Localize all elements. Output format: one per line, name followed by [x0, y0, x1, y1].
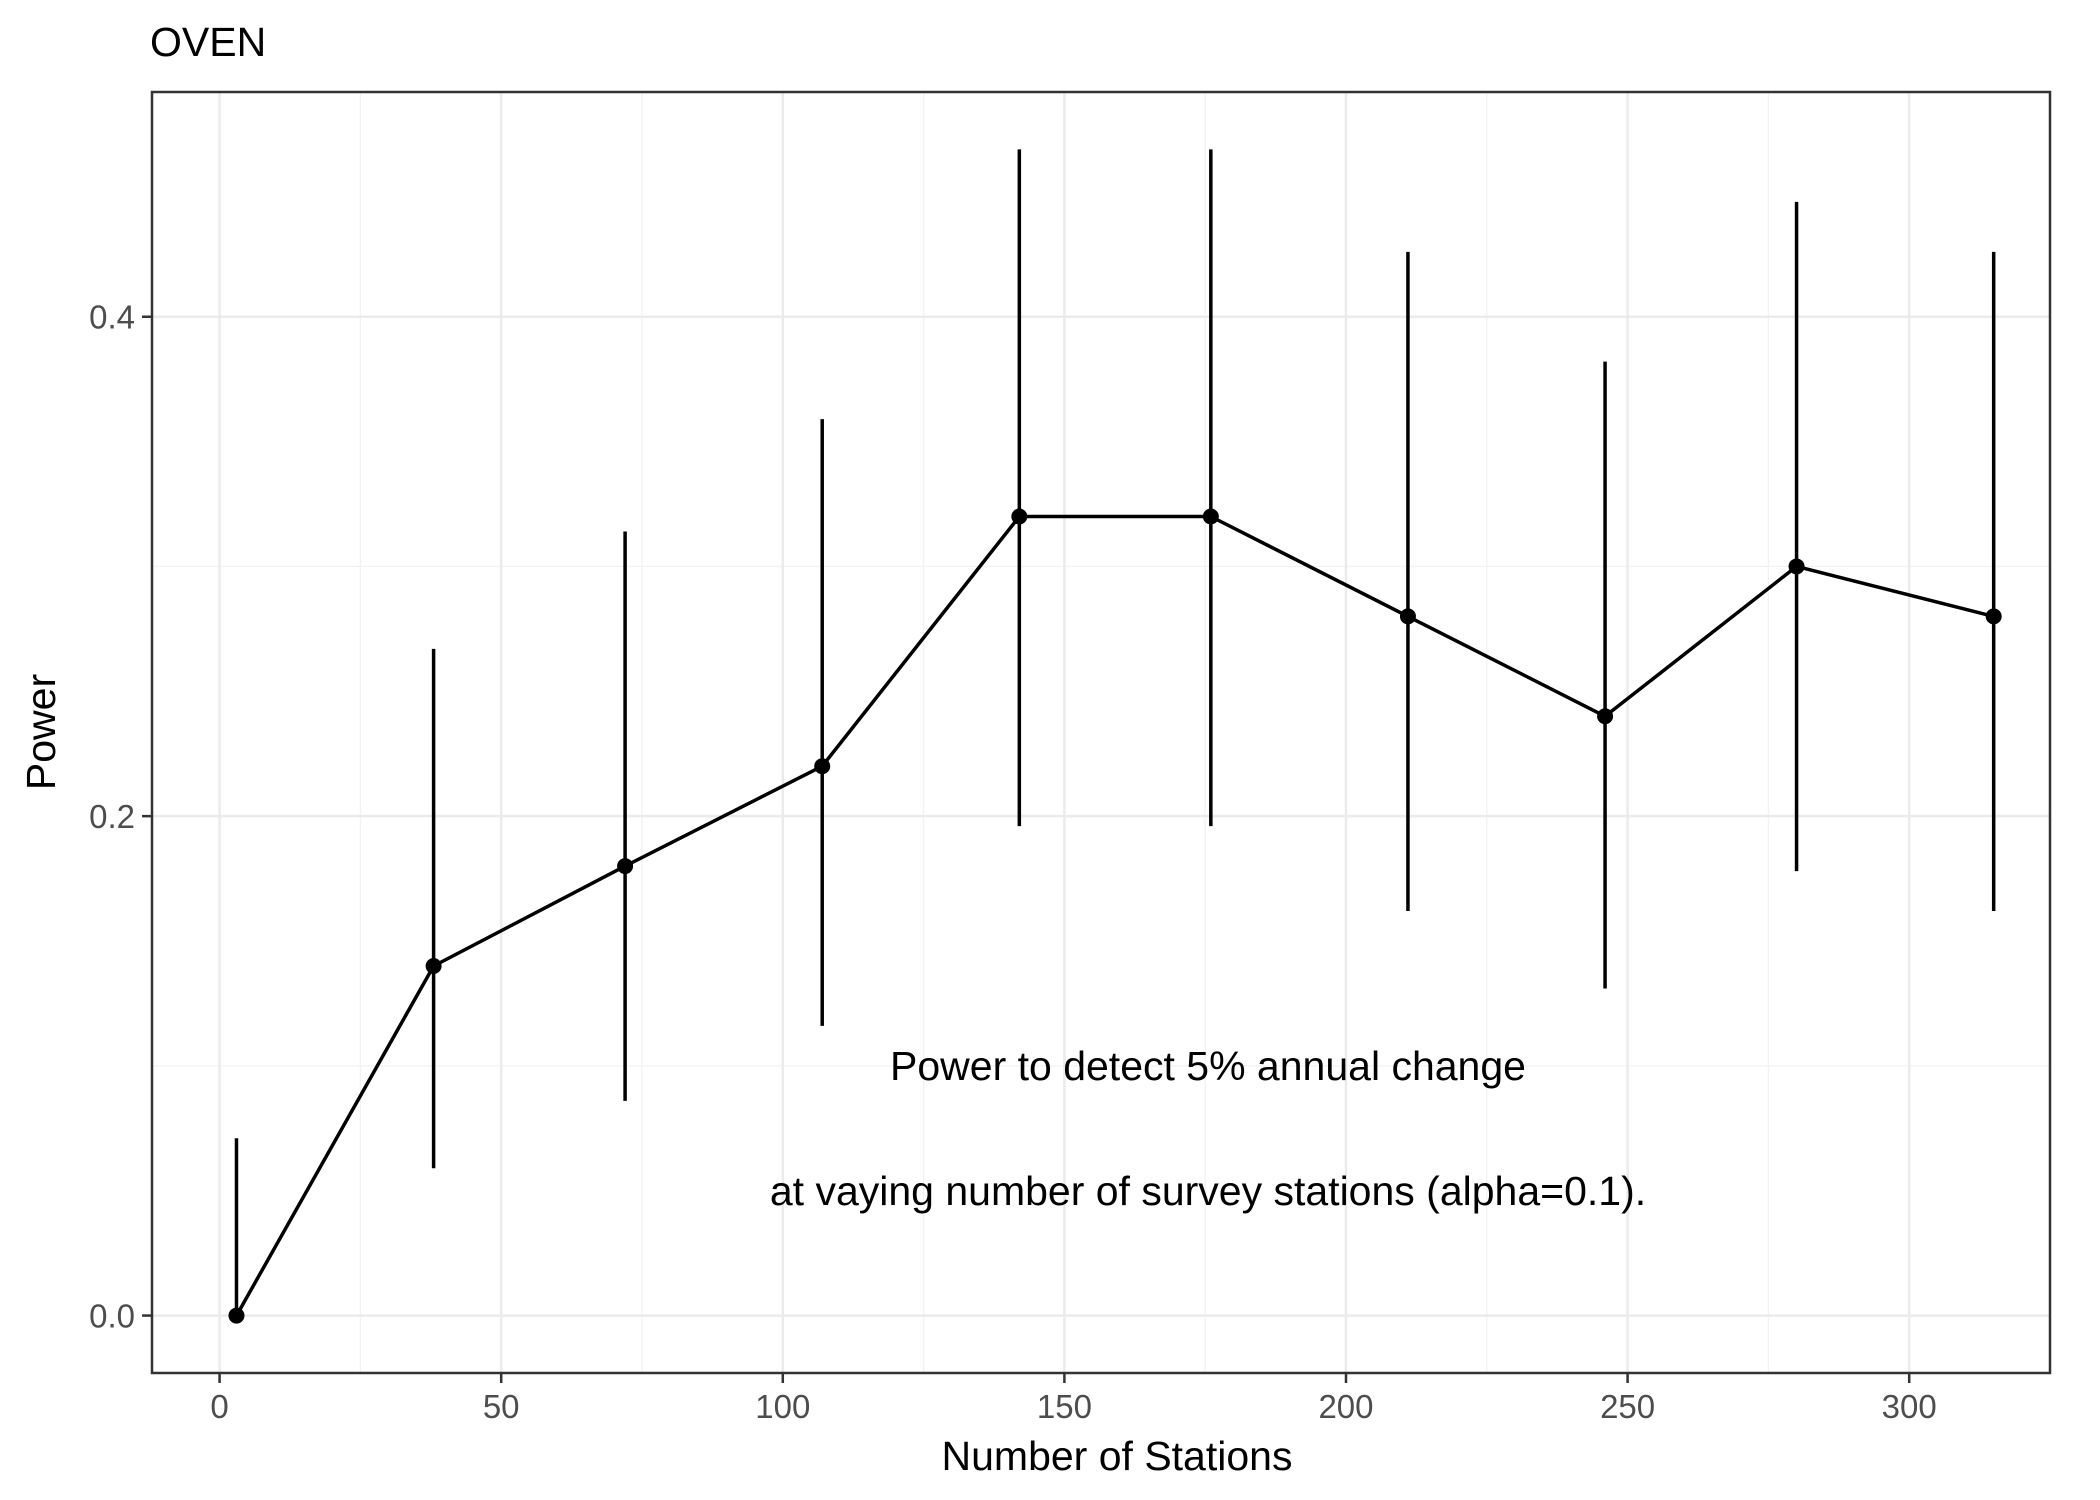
data-point	[1202, 508, 1219, 525]
x-tick-label: 0	[210, 1388, 228, 1425]
x-tick-label: 200	[1318, 1388, 1373, 1425]
major-grid	[152, 92, 2050, 1373]
y-tick-label: 0.4	[89, 299, 135, 336]
data-point	[814, 758, 831, 775]
chart-title: OVEN	[150, 19, 266, 65]
y-axis-ticks: 0.0 0.2 0.4	[89, 299, 152, 1335]
data-point	[1399, 608, 1416, 625]
annotation: Power to detect 5% annual change at vayi…	[770, 1043, 1646, 1214]
series-line	[234, 514, 1995, 1317]
x-tick-label: 300	[1882, 1388, 1937, 1425]
data-point	[425, 957, 442, 974]
data-point	[1011, 508, 1028, 525]
data-point	[228, 1307, 245, 1324]
data-point	[1597, 708, 1614, 725]
error-bars	[234, 149, 1996, 1316]
y-tick-label: 0.2	[89, 798, 135, 835]
series-line-group	[234, 514, 1995, 1317]
x-tick-label: 250	[1600, 1388, 1655, 1425]
data-point	[1788, 558, 1805, 575]
x-axis-title: Number of Stations	[942, 1433, 1293, 1479]
y-axis-title: Power	[18, 674, 64, 790]
x-tick-label: 100	[755, 1388, 810, 1425]
data-point	[1985, 608, 2002, 625]
y-tick-label: 0.0	[89, 1298, 135, 1335]
data-point	[617, 858, 634, 875]
x-tick-label: 150	[1037, 1388, 1092, 1425]
annotation-line-1: Power to detect 5% annual change	[890, 1043, 1526, 1089]
annotation-line-2: at vaying number of survey stations (alp…	[770, 1168, 1646, 1214]
x-axis-ticks: 0 50 100 150 200 250 300	[210, 1373, 1937, 1425]
panel-border	[150, 90, 2052, 1375]
x-tick-label: 50	[483, 1388, 520, 1425]
data-points	[228, 508, 2002, 1324]
